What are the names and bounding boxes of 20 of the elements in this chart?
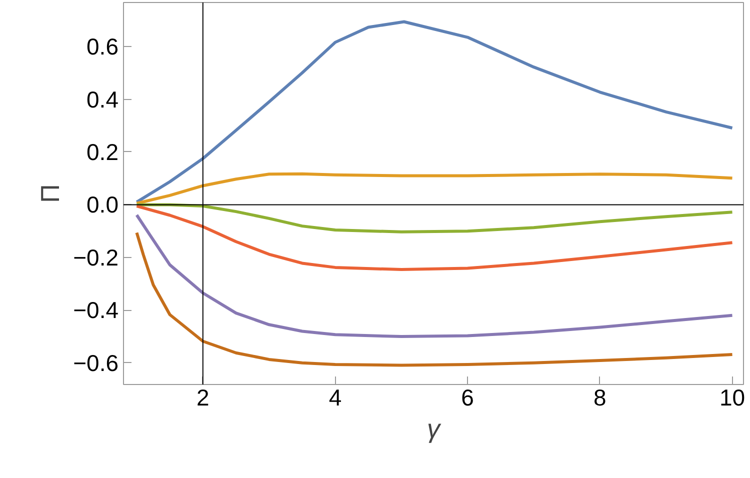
y-axis-title: Π: [35, 184, 66, 203]
line-series: [135, 172, 734, 205]
y-tick-label: −0.6: [73, 350, 118, 376]
y-tick-label: 0.0: [86, 192, 119, 218]
x-tick-label: 10: [719, 384, 746, 410]
line-series: [135, 204, 734, 272]
line-series: [135, 203, 734, 234]
x-tick-label: 4: [328, 384, 342, 410]
y-tick-label: −0.4: [73, 297, 119, 324]
line-series: [135, 20, 734, 204]
line-series: [135, 213, 734, 338]
y-tick-label: −0.2: [73, 244, 118, 270]
y-tick-label: 0.2: [86, 138, 119, 165]
x-axis-title: γ: [427, 414, 442, 444]
x-tick-label: 6: [461, 384, 474, 410]
x-tick-label: 8: [594, 384, 606, 410]
y-tick-label: 0.4: [86, 86, 119, 112]
y-tick-label: 0.6: [86, 34, 119, 60]
line-series: [135, 231, 734, 367]
x-tick-label: 2: [196, 384, 210, 410]
